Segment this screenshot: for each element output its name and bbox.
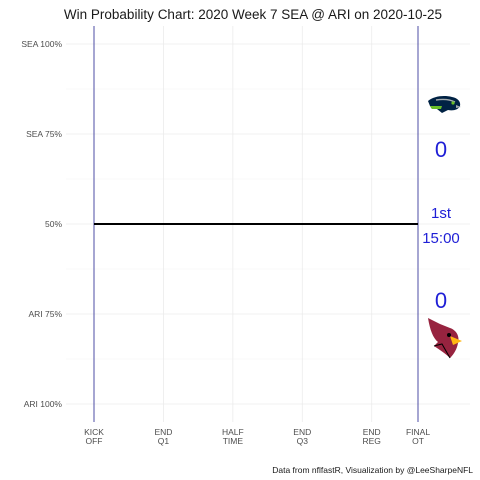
x-tick-label: OFF: [86, 436, 103, 446]
home-team-score: 0: [435, 288, 447, 313]
x-tick-label: FINAL: [406, 427, 430, 437]
y-tick-label: 50%: [45, 219, 62, 229]
seahawks-logo-icon: [428, 96, 461, 113]
chart-caption: Data from nflfastR, Visualization by @Le…: [272, 465, 473, 475]
x-tick-label: REG: [363, 436, 381, 446]
game-quarter: 1st: [431, 205, 452, 222]
x-tick-label: Q3: [297, 436, 309, 446]
game-clock: 15:00: [422, 230, 460, 247]
y-tick-label: SEA 100%: [21, 39, 62, 49]
x-tick-label: KICK: [84, 427, 104, 437]
x-tick-label: HALF: [222, 427, 244, 437]
x-tick-label: TIME: [223, 436, 244, 446]
x-tick-label: END: [293, 427, 311, 437]
cardinals-logo-icon: [428, 318, 462, 359]
y-tick-label: ARI 100%: [24, 399, 63, 409]
away-team-score: 0: [435, 137, 447, 162]
y-tick-label: ARI 75%: [28, 309, 62, 319]
x-tick-label: END: [154, 427, 172, 437]
x-tick-label: OT: [412, 436, 424, 446]
y-axis-labels: SEA 100% SEA 75% 50% ARI 75% ARI 100%: [21, 39, 62, 409]
x-tick-label: Q1: [158, 436, 170, 446]
x-tick-label: END: [363, 427, 381, 437]
chart-title: Win Probability Chart: 2020 Week 7 SEA @…: [64, 7, 442, 22]
y-tick-label: SEA 75%: [26, 129, 62, 139]
